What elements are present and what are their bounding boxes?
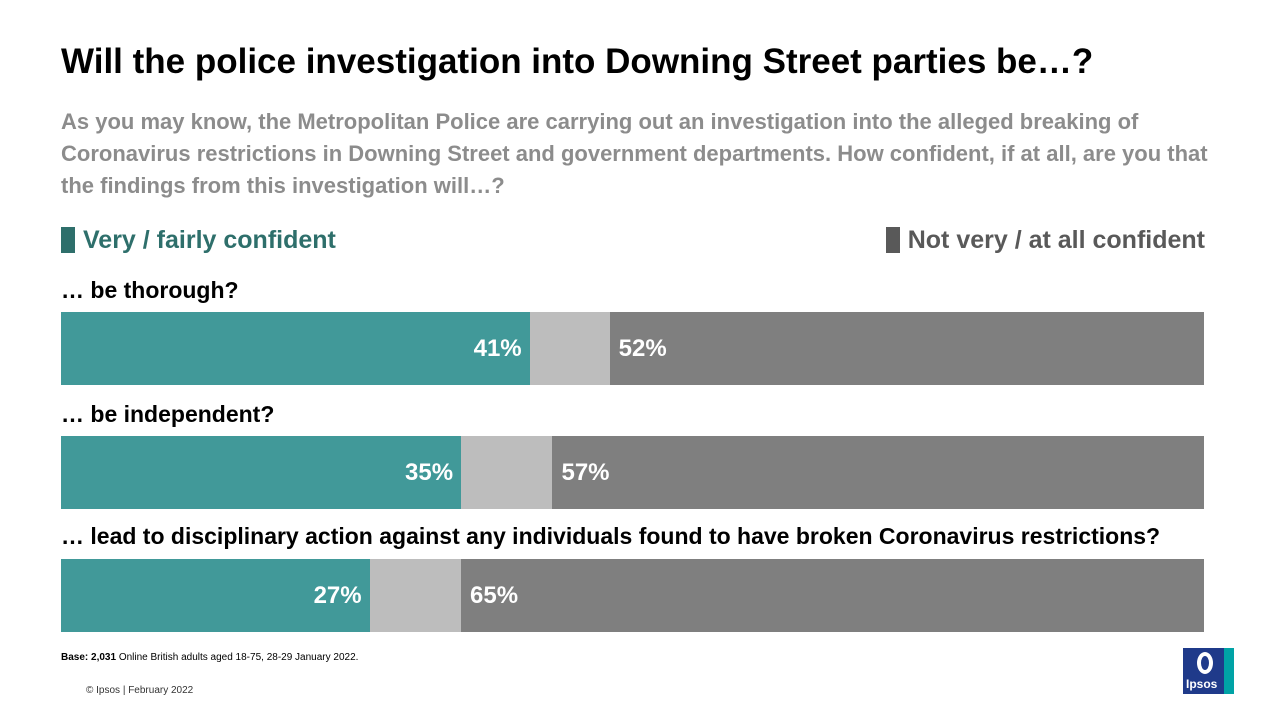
bar-negative	[609, 312, 1204, 385]
data-label: 35%	[405, 458, 454, 486]
question-label: … be thorough?	[61, 277, 239, 303]
bar-positive	[61, 436, 462, 509]
data-label: 27%	[313, 581, 362, 609]
bar-negative	[461, 559, 1204, 632]
page-title: Will the police investigation into Downi…	[61, 42, 1094, 81]
data-label: 52%	[618, 334, 667, 362]
data-label: 65%	[470, 581, 519, 609]
bar-middle	[369, 559, 462, 632]
base-note: Base: 2,031 Online British adults aged 1…	[61, 652, 358, 663]
legend-label-positive: Very / fairly confident	[83, 226, 336, 254]
bar-row: 27% 65%	[61, 559, 1204, 632]
bar-row: 41% 52%	[61, 312, 1204, 385]
question-label: … be independent?	[61, 401, 275, 427]
logo-mark-icon	[1197, 652, 1213, 674]
legend-swatch-negative	[885, 227, 900, 253]
base-label: Base: 2,031	[61, 652, 117, 663]
legend-negative: Not very / at all confident	[885, 226, 1205, 254]
base-text: Online British adults aged 18-75, 28-29 …	[116, 652, 359, 663]
bar-negative	[552, 436, 1204, 509]
footer-copyright: © Ipsos | February 2022	[86, 685, 194, 696]
legend-positive: Very / fairly confident	[61, 226, 336, 254]
ipsos-logo: Ipsos	[1183, 648, 1234, 694]
legend-label-negative: Not very / at all confident	[907, 226, 1205, 254]
logo-text: Ipsos	[1186, 677, 1218, 691]
bar-positive	[61, 559, 370, 632]
bar-middle	[461, 436, 553, 509]
bar-row: 35% 57%	[61, 436, 1204, 509]
legend-swatch-positive	[61, 227, 75, 253]
bar-middle	[529, 312, 610, 385]
data-label: 41%	[473, 334, 522, 362]
question-text: As you may know, the Metropolitan Police…	[61, 109, 1208, 198]
question-label: … lead to disciplinary action against an…	[61, 523, 1161, 549]
data-label: 57%	[561, 458, 610, 486]
bar-positive	[61, 312, 530, 385]
